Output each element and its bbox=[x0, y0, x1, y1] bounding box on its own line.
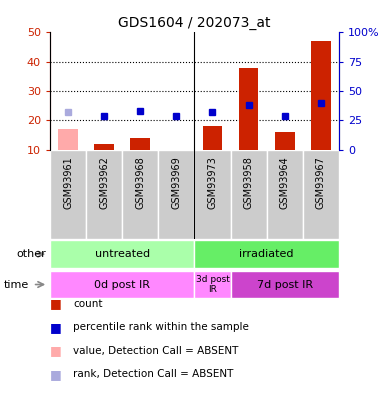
Bar bbox=[231, 271, 339, 298]
Text: other: other bbox=[17, 249, 46, 259]
Text: irradiated: irradiated bbox=[239, 249, 294, 259]
Text: count: count bbox=[73, 299, 103, 309]
Bar bbox=[194, 241, 339, 268]
Text: GSM93964: GSM93964 bbox=[280, 156, 290, 209]
Bar bbox=[94, 144, 114, 150]
Bar bbox=[194, 271, 231, 298]
Text: ■: ■ bbox=[50, 297, 62, 310]
Text: 0d post IR: 0d post IR bbox=[94, 279, 150, 290]
Bar bbox=[50, 271, 194, 298]
Text: time: time bbox=[3, 279, 29, 290]
Text: ■: ■ bbox=[50, 344, 62, 357]
Text: GSM93962: GSM93962 bbox=[99, 156, 109, 209]
Bar bbox=[266, 150, 303, 239]
Text: GSM93961: GSM93961 bbox=[63, 156, 73, 209]
Bar bbox=[303, 150, 339, 239]
Text: rank, Detection Call = ABSENT: rank, Detection Call = ABSENT bbox=[73, 369, 234, 379]
Text: untreated: untreated bbox=[95, 249, 150, 259]
Bar bbox=[158, 150, 194, 239]
Text: 7d post IR: 7d post IR bbox=[256, 279, 313, 290]
Title: GDS1604 / 202073_at: GDS1604 / 202073_at bbox=[118, 16, 271, 30]
Bar bbox=[194, 150, 231, 239]
Text: ■: ■ bbox=[50, 321, 62, 334]
Text: GSM93958: GSM93958 bbox=[244, 156, 254, 209]
Bar bbox=[122, 150, 158, 239]
Text: 3d post
IR: 3d post IR bbox=[196, 275, 229, 294]
Text: ■: ■ bbox=[50, 368, 62, 381]
Text: GSM93973: GSM93973 bbox=[208, 156, 218, 209]
Bar bbox=[311, 41, 331, 150]
Text: GSM93968: GSM93968 bbox=[135, 156, 145, 209]
Bar bbox=[131, 138, 150, 150]
Bar bbox=[203, 126, 223, 150]
Bar bbox=[231, 150, 266, 239]
Text: GSM93969: GSM93969 bbox=[171, 156, 181, 209]
Bar bbox=[50, 150, 86, 239]
Text: percentile rank within the sample: percentile rank within the sample bbox=[73, 322, 249, 332]
Text: value, Detection Call = ABSENT: value, Detection Call = ABSENT bbox=[73, 346, 239, 356]
Bar bbox=[50, 241, 194, 268]
Bar bbox=[275, 132, 295, 150]
Bar bbox=[239, 68, 258, 150]
Text: GSM93967: GSM93967 bbox=[316, 156, 326, 209]
Bar bbox=[86, 150, 122, 239]
Bar bbox=[58, 129, 78, 150]
